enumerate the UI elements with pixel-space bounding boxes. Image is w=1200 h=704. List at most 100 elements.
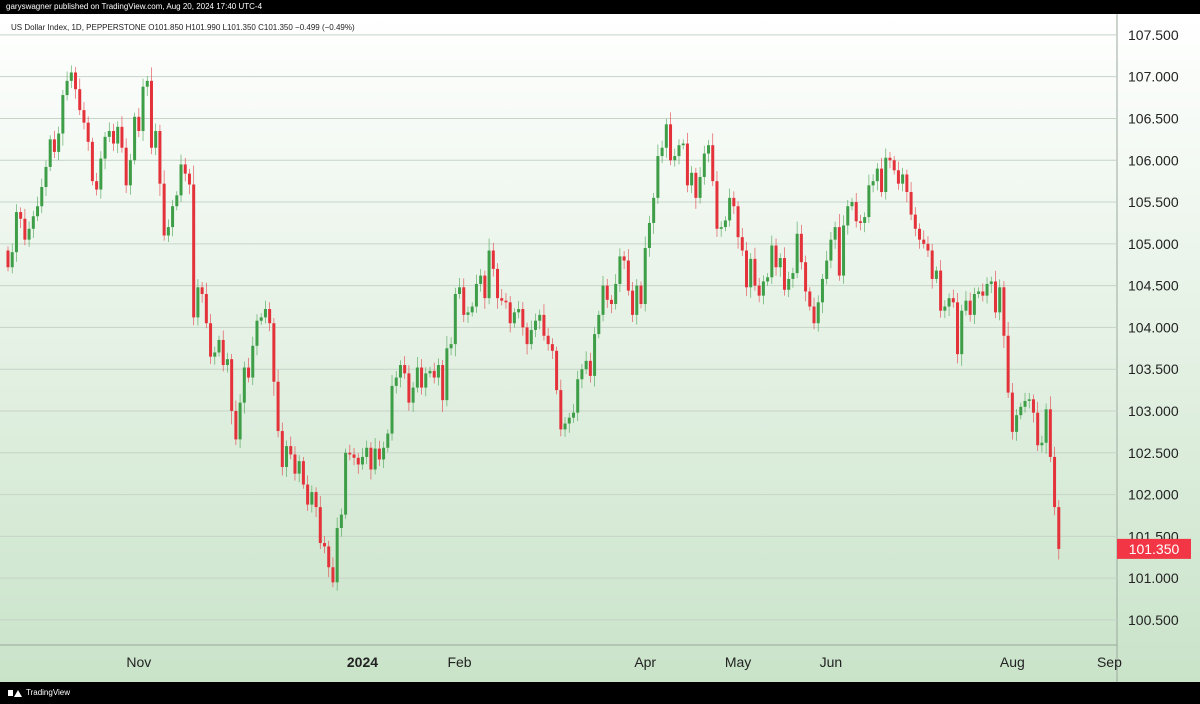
candle bbox=[504, 293, 508, 309]
candle bbox=[470, 302, 474, 317]
candle-body bbox=[335, 527, 339, 583]
candle bbox=[323, 536, 326, 554]
candle bbox=[525, 322, 529, 355]
candle-body bbox=[998, 287, 1002, 313]
y-tick-label: 103.500 bbox=[1128, 361, 1179, 377]
candle-body bbox=[175, 195, 179, 207]
candle-body bbox=[664, 124, 668, 148]
candle-body bbox=[23, 218, 27, 240]
candle bbox=[415, 357, 419, 393]
candle bbox=[985, 277, 989, 304]
candle-body bbox=[479, 275, 483, 284]
candle bbox=[441, 359, 445, 412]
candle-body bbox=[453, 293, 457, 345]
candle-body bbox=[500, 298, 504, 301]
candle bbox=[14, 204, 18, 262]
candle bbox=[120, 116, 124, 153]
candle bbox=[158, 124, 162, 197]
candle bbox=[926, 236, 930, 257]
candle bbox=[804, 255, 808, 302]
candle bbox=[179, 154, 183, 202]
y-tick-label: 104.000 bbox=[1128, 319, 1179, 335]
candle-body bbox=[626, 260, 630, 291]
candle bbox=[529, 320, 533, 350]
candle bbox=[761, 275, 765, 305]
candle bbox=[863, 212, 867, 233]
candle bbox=[394, 371, 398, 394]
candle bbox=[483, 270, 487, 309]
candle bbox=[867, 174, 871, 223]
candle-body bbox=[1036, 412, 1040, 446]
candle bbox=[626, 249, 630, 296]
candle bbox=[753, 247, 757, 291]
candle-body bbox=[196, 287, 200, 318]
candle-body bbox=[964, 300, 968, 311]
candle bbox=[428, 366, 432, 378]
candle-body bbox=[360, 456, 364, 465]
candle-body bbox=[377, 448, 381, 460]
candle-body bbox=[327, 546, 331, 568]
candle bbox=[356, 453, 360, 474]
candle-body bbox=[242, 367, 246, 403]
candle bbox=[808, 287, 812, 311]
candle bbox=[137, 108, 141, 138]
candle-body bbox=[757, 285, 761, 296]
candle-body bbox=[187, 173, 191, 185]
candle bbox=[981, 283, 985, 302]
candle-body bbox=[546, 335, 550, 345]
candle-body bbox=[171, 206, 175, 228]
candle bbox=[968, 292, 972, 322]
chart-background bbox=[0, 14, 1200, 682]
candlestick-chart[interactable]: 100.500101.000101.500102.000102.500103.0… bbox=[0, 14, 1200, 682]
candle-body bbox=[259, 317, 263, 321]
candle-body bbox=[141, 86, 145, 132]
candle-body bbox=[276, 381, 280, 432]
candle bbox=[479, 269, 483, 292]
candle bbox=[234, 400, 238, 446]
y-tick-label: 107.500 bbox=[1128, 27, 1179, 43]
candle-body bbox=[956, 302, 959, 355]
candle-body bbox=[782, 258, 786, 290]
candle-body bbox=[538, 314, 542, 321]
candle bbox=[956, 293, 959, 364]
candle bbox=[149, 67, 153, 155]
candle bbox=[711, 133, 715, 187]
candle bbox=[31, 210, 35, 238]
candle-body bbox=[19, 212, 23, 219]
candle bbox=[580, 363, 584, 389]
candle bbox=[719, 221, 723, 237]
candle-body bbox=[289, 446, 293, 455]
y-tick-label: 102.000 bbox=[1128, 487, 1179, 503]
candle bbox=[398, 360, 402, 388]
candle bbox=[998, 279, 1002, 321]
candle bbox=[892, 156, 896, 175]
candle bbox=[605, 278, 609, 308]
candle bbox=[842, 215, 846, 284]
candle-body bbox=[660, 147, 664, 157]
candle bbox=[622, 251, 626, 270]
candle bbox=[103, 131, 107, 170]
candle bbox=[909, 182, 913, 221]
candle bbox=[449, 337, 453, 356]
candle bbox=[204, 282, 208, 329]
candle bbox=[474, 274, 478, 313]
last-price-label: 101.350 bbox=[1129, 541, 1180, 557]
x-tick-label: 2024 bbox=[347, 654, 378, 670]
candle-body bbox=[247, 367, 251, 378]
candle bbox=[259, 313, 263, 325]
candle-body bbox=[31, 216, 35, 229]
candle bbox=[458, 278, 462, 299]
candle bbox=[571, 404, 575, 423]
candle-body bbox=[398, 365, 402, 378]
publisher-line: garyswagner published on TradingView.com… bbox=[0, 0, 1200, 14]
last-price-tag bbox=[1117, 538, 1191, 559]
candle bbox=[57, 126, 61, 161]
candle-body bbox=[1057, 507, 1061, 549]
candle-body bbox=[6, 250, 10, 268]
grid-lines bbox=[0, 34, 1117, 621]
candle-body bbox=[225, 359, 229, 366]
candle-body bbox=[69, 72, 73, 81]
chart-area[interactable]: 100.500 101.000 101.500 102.000 102.500 103.0… bbox=[0, 14, 1200, 682]
candle bbox=[90, 137, 94, 186]
candle-body bbox=[542, 314, 546, 336]
